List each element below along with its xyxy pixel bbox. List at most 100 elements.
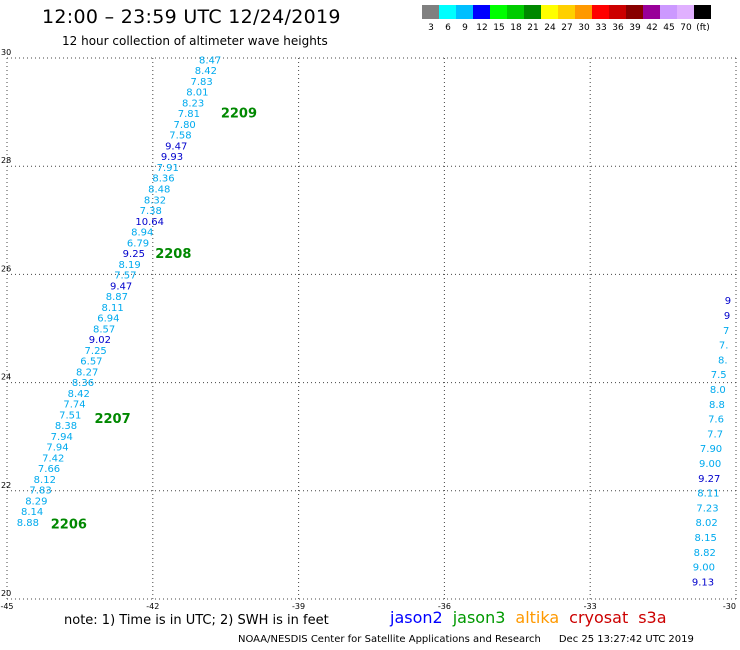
color-scale-label: 6 <box>445 23 451 33</box>
wave-height-value: 9.93 <box>161 152 183 163</box>
wave-height-value: 7.81 <box>178 109 200 120</box>
credit-line: NOAA/NESDIS Center for Satellite Applica… <box>238 634 694 645</box>
wave-height-value: 7.83 <box>190 77 212 88</box>
map-subtitle: 12 hour collection of altimeter wave hei… <box>62 34 328 48</box>
units-note: note: 1) Time is in UTC; 2) SWH is in fe… <box>64 613 329 628</box>
wave-height-value: 8.02 <box>695 518 717 529</box>
wave-height-value: 8.94 <box>131 228 153 239</box>
color-scale-swatch <box>524 5 541 19</box>
color-scale-label: 39 <box>629 23 641 33</box>
wave-height-value: 7 <box>723 326 729 337</box>
color-scale-label: 9 <box>462 23 468 33</box>
wave-height-value: 8.15 <box>695 533 717 544</box>
wave-height-value: 9.02 <box>89 335 111 346</box>
color-scale-label: 42 <box>646 23 658 33</box>
map-title: 12:00 – 23:59 UTC 12/24/2019 <box>42 6 341 28</box>
color-scale-swatch <box>626 5 643 19</box>
wave-height-value: 10.64 <box>135 217 164 228</box>
color-scale-label: 30 <box>578 23 590 33</box>
color-scale-swatch <box>473 5 490 19</box>
wave-height-value: 8.48 <box>148 184 170 195</box>
y-tick-label: 24 <box>1 373 11 382</box>
color-scale-label: (ft) <box>696 23 710 33</box>
color-scale-swatch <box>660 5 677 19</box>
color-scale-swatch <box>439 5 456 19</box>
wave-height-value: 8.19 <box>118 260 140 271</box>
wave-height-value: 7.91 <box>157 163 179 174</box>
wave-height-value: 7.74 <box>63 400 85 411</box>
wave-height-value: 8.8 <box>709 400 725 411</box>
wave-height-value: 9.27 <box>698 474 720 485</box>
color-scale-swatch <box>694 5 711 19</box>
color-scale-label: 24 <box>544 23 556 33</box>
y-tick-label: 28 <box>1 156 11 165</box>
wave-height-value: 7. <box>719 341 729 352</box>
wave-height-value: 9.00 <box>693 563 715 574</box>
color-scale-label: 27 <box>561 23 573 33</box>
color-scale-label: 70 <box>680 23 692 33</box>
altimeter-map: -45 -42 -39 -36 -33 -302022242628308.888.148.… <box>0 48 737 611</box>
color-scale-swatch <box>456 5 473 19</box>
color-scale-label: 36 <box>612 23 624 33</box>
color-scale-swatch <box>541 5 558 19</box>
wave-height-value: 8.57 <box>93 324 115 335</box>
wave-height-value: 9 <box>724 311 730 322</box>
wave-height-value: 7.57 <box>114 271 136 282</box>
color-scale-label: 18 <box>510 23 522 33</box>
y-tick-label: 20 <box>1 589 11 598</box>
wave-height-value: 9.47 <box>165 141 187 152</box>
wave-height-value: 7.80 <box>174 120 196 131</box>
wave-height-value: 6.94 <box>97 314 119 325</box>
wave-height-value: 7.25 <box>85 346 107 357</box>
wave-height-value: 8.11 <box>101 303 123 314</box>
color-scale-swatch <box>643 5 660 19</box>
wave-height-value: 7.58 <box>169 131 191 142</box>
wave-height-value: 8.47 <box>199 55 221 66</box>
y-tick-label: 30 <box>1 48 11 57</box>
wave-height-value: 8.38 <box>55 421 77 432</box>
wave-height-value: 7.90 <box>700 444 722 455</box>
color-scale-swatch <box>575 5 592 19</box>
x-tick-label: -42 <box>146 602 159 611</box>
wave-height-value: 8.29 <box>25 496 47 507</box>
color-scale-swatch <box>422 5 439 19</box>
wave-height-value: 9.00 <box>699 459 721 470</box>
wave-height-value: 8.82 <box>694 548 716 559</box>
satellite-legend: jason2 jason3 altika cryosat s3a <box>390 608 677 627</box>
wave-height-value: 8.36 <box>152 174 174 185</box>
wave-height-value: 8.42 <box>195 66 217 77</box>
legend-entry-jason3: jason3 <box>452 608 506 627</box>
color-scale-label: 3 <box>428 23 434 33</box>
wave-height-value: 7.38 <box>140 206 162 217</box>
wave-height-value: 8.11 <box>697 489 719 500</box>
color-scale-label: 12 <box>476 23 488 33</box>
pass-time-label: 2206 <box>51 518 87 533</box>
wave-height-value: 8.23 <box>182 98 204 109</box>
wave-height-value: 8.87 <box>106 292 128 303</box>
wave-height-value: 6.57 <box>80 357 102 368</box>
wave-height-value: 7.66 <box>38 464 60 475</box>
pass-time-label: 2207 <box>94 412 130 427</box>
wave-height-value: 7.23 <box>696 503 718 514</box>
wave-height-value: 8.14 <box>21 507 43 518</box>
wave-height-value: 8.27 <box>76 367 98 378</box>
color-scale-swatch <box>490 5 507 19</box>
color-scale-swatch <box>677 5 694 19</box>
x-tick-label: -30 <box>723 602 736 611</box>
credit-text: NOAA/NESDIS Center for Satellite Applica… <box>238 634 541 645</box>
wave-height-value: 8.12 <box>34 475 56 486</box>
wave-height-value: 8.0 <box>710 385 726 396</box>
wave-height-value: 9.25 <box>123 249 145 260</box>
wave-height-value: 7.6 <box>708 415 724 426</box>
color-scale-label: 45 <box>663 23 675 33</box>
generated-timestamp: Dec 25 13:27:42 UTC 2019 <box>558 634 694 645</box>
wave-height-value: 8.88 <box>17 518 39 529</box>
wave-height-value: 8. <box>718 355 728 366</box>
color-scale-swatch <box>592 5 609 19</box>
color-scale-swatch <box>609 5 626 19</box>
x-tick-label: -39 <box>292 602 305 611</box>
wave-height-value: 7.5 <box>711 370 727 381</box>
color-scale-swatch <box>558 5 575 19</box>
wave-height-value: 7.83 <box>29 486 51 497</box>
wave-height-value: 9.13 <box>692 577 714 588</box>
